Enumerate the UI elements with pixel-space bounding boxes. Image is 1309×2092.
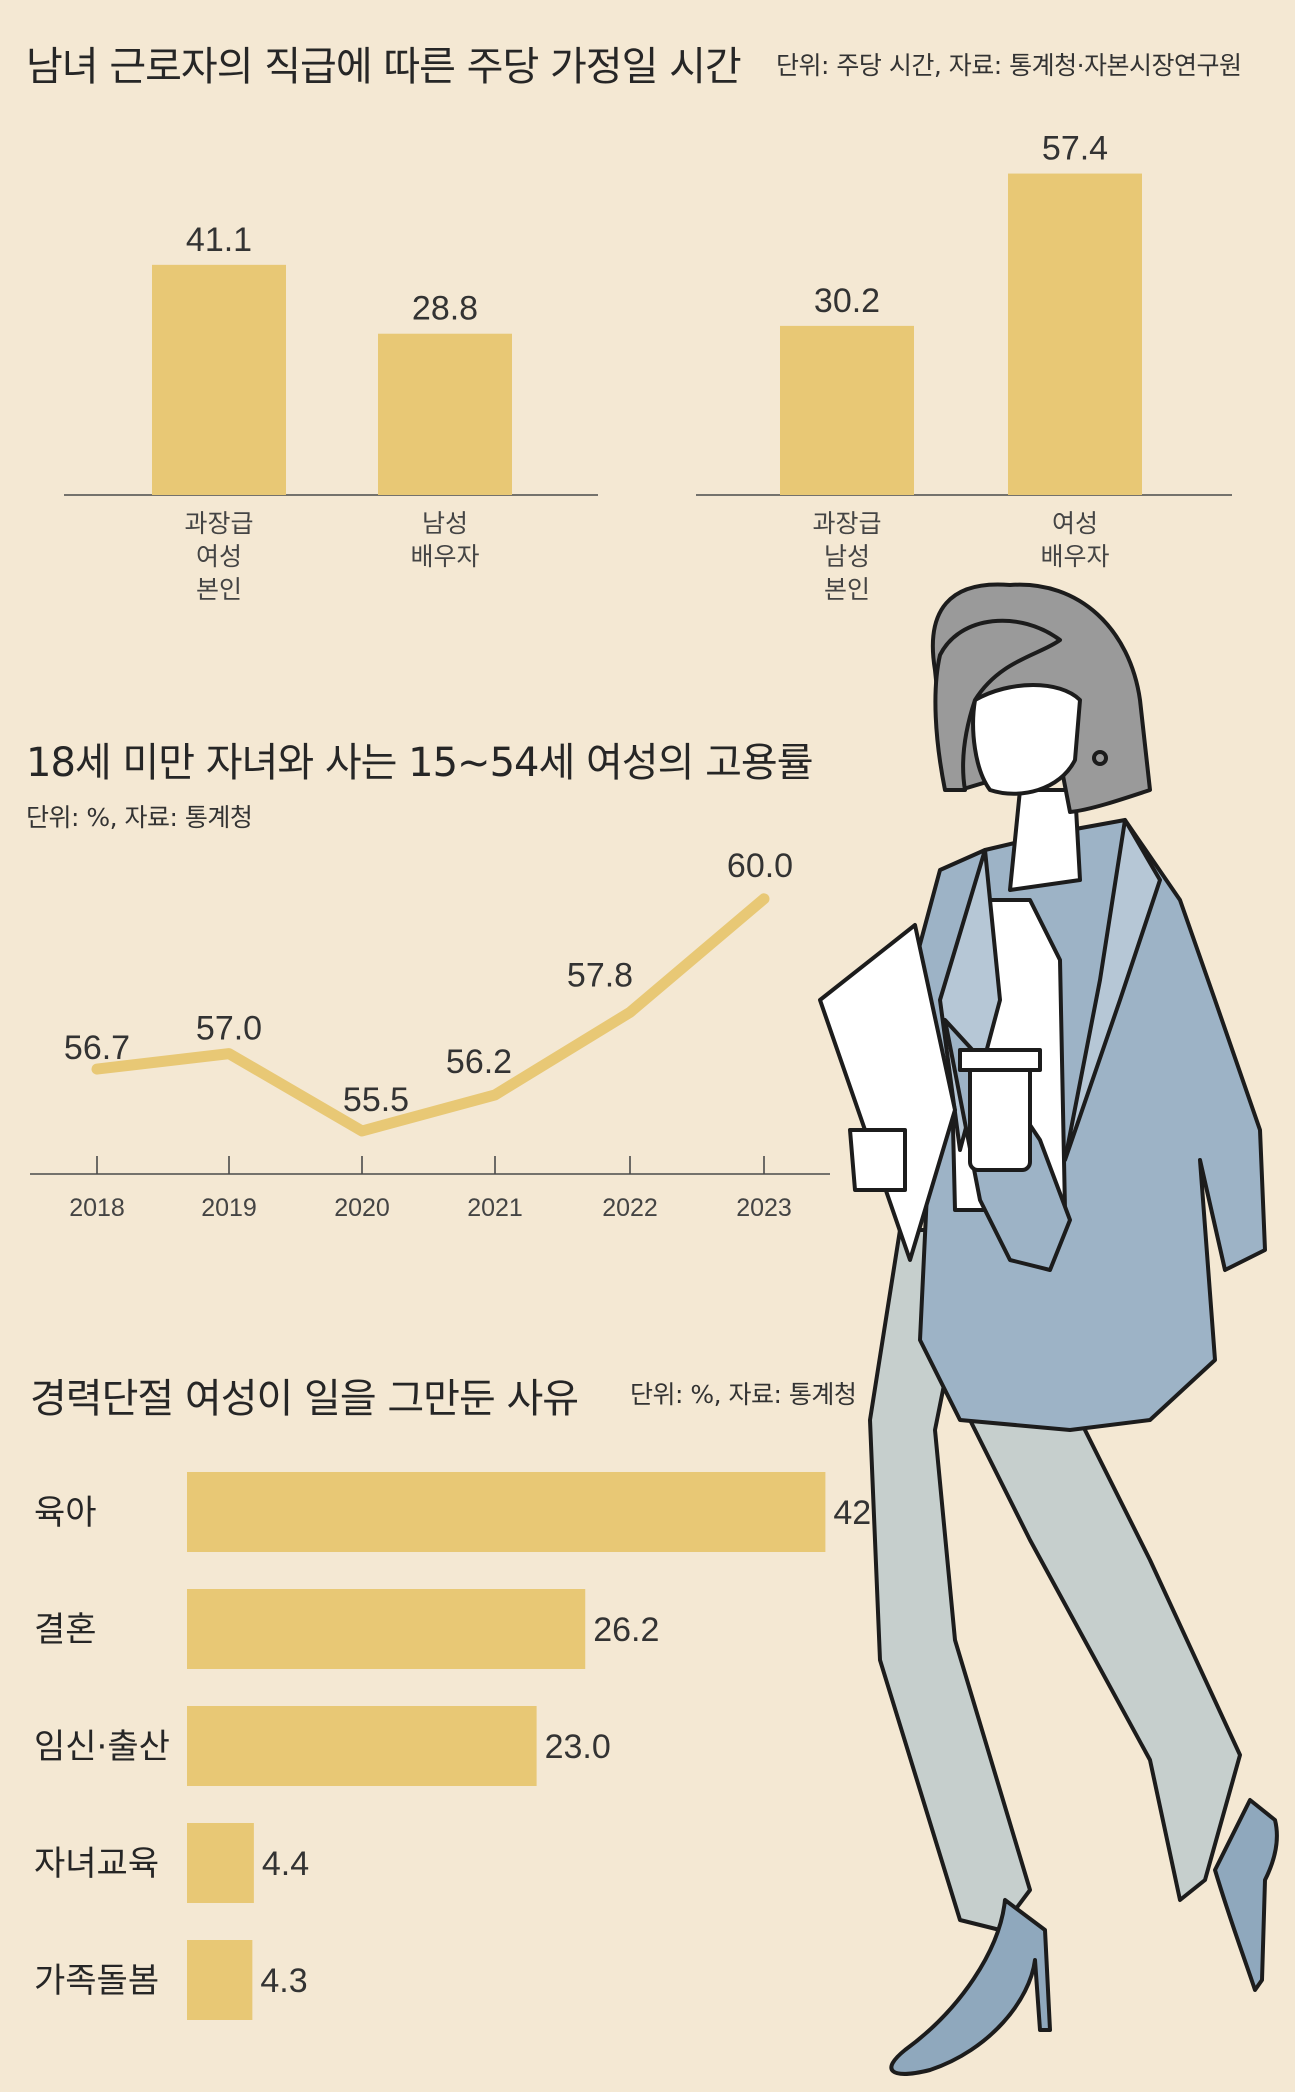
housework-value-label: 57.4 [1042,130,1108,168]
housework-bar [378,333,512,495]
reasons-bar [187,1823,254,1903]
housework-category-label: 남성 [422,509,468,538]
left-shoe [889,1898,1052,2076]
employment-tick-label: 2018 [69,1194,125,1222]
housework-category-label: 여성 [196,542,242,571]
housework-value-label: 41.1 [186,221,252,259]
employment-value-label: 60.0 [727,847,793,885]
housework-category-label: 과장급 [184,509,253,538]
housework-chart-source-note: 단위: 주당 시간, 자료: 통계청·자본시장연구원 [776,51,1242,80]
housework-category-label: 본인 [196,575,242,604]
housework-category-label: 배우자 [1040,542,1109,571]
face [971,683,1082,796]
housework-chart-title: 남녀 근로자의 직급에 따른 주당 가정일 시간 [26,44,742,90]
reasons-value-label: 26.2 [593,1611,659,1649]
employment-value-label: 55.5 [343,1081,409,1119]
employment-tick-label: 2020 [334,1194,390,1222]
employment-value-label: 57.0 [196,1010,262,1048]
reasons-bar [187,1472,826,1552]
employment-data-point [96,1068,98,1071]
reasons-bar [187,1706,537,1786]
employment-tick-label: 2023 [736,1194,792,1222]
reasons-category-label: 임신·출산 [34,1727,170,1767]
reasons-chart-source-note: 단위: %, 자료: 통계청 [630,1380,857,1409]
reasons-chart-title: 경력단절 여성이 일을 그만둔 사유 [30,1376,579,1422]
employment-data-point [629,1011,631,1014]
reasons-bar [187,1589,586,1669]
housework-category-label: 본인 [824,575,870,604]
reasons-bar [187,1940,253,2020]
employment-data-point [361,1130,363,1132]
housework-category-label: 남성 [824,542,870,571]
reasons-category-label: 자녀교육 [34,1844,159,1884]
employment-data-point [494,1093,496,1096]
right-shoe [1213,1798,1279,1992]
housework-category-label: 과장급 [812,509,881,538]
housework-category-label: 배우자 [410,542,479,571]
employment-chart-source-note: 단위: %, 자료: 통계청 [26,803,253,832]
employment-tick-label: 2022 [602,1194,658,1222]
reasons-value-label: 23.0 [545,1728,611,1766]
reasons-category-label: 결혼 [34,1610,97,1650]
employment-value-label: 56.7 [64,1029,130,1067]
housework-bar [780,325,914,495]
employment-chart-title: 18세 미만 자녀와 사는 15~54세 여성의 고용률 [26,740,813,786]
employment-data-point [228,1052,230,1055]
reasons-category-label: 가족돌봄 [34,1961,159,2001]
housework-category-label: 여성 [1052,509,1098,538]
housework-value-label: 28.8 [412,290,478,328]
earring [1092,750,1108,766]
employment-data-point [763,897,765,900]
employment-series-line [91,893,770,1137]
employment-tick-label: 2021 [467,1194,523,1222]
employment-value-label: 57.8 [567,956,633,994]
reasons-value-label: 4.4 [262,1845,309,1883]
reasons-value-label: 4.3 [260,1962,307,2000]
employment-value-label: 56.2 [446,1043,512,1081]
employment-tick-label: 2019 [201,1194,257,1222]
reasons-category-label: 육아 [34,1493,97,1533]
housework-bar [1008,173,1142,495]
housework-value-label: 30.2 [814,282,880,320]
housework-bar [152,264,286,495]
